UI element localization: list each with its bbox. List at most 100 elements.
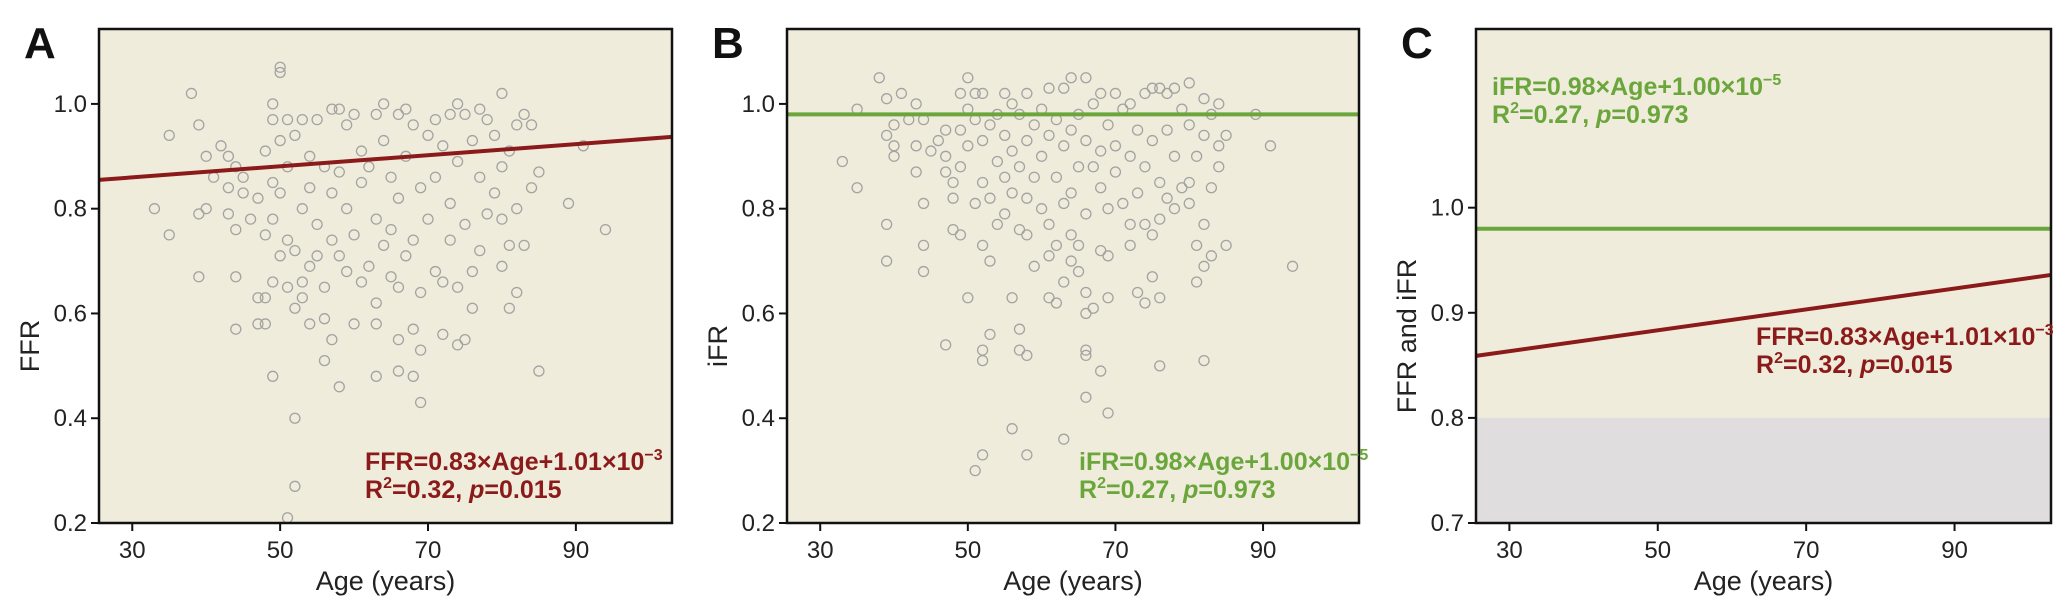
y-tick-label: 0.2 — [54, 510, 87, 537]
data-point — [274, 66, 286, 79]
data-point — [193, 208, 205, 220]
data-point — [1080, 72, 1092, 84]
panel-c: C 30 50 70 90 0.7 0.8 0.9 1.0 Age (years) FFR and … — [1392, 19, 2054, 596]
data-point — [969, 87, 981, 100]
data-point — [991, 155, 1003, 168]
data-point — [1154, 82, 1166, 94]
data-point — [407, 119, 419, 131]
y-tick-label: 0.9 — [1431, 300, 1464, 327]
data-point — [311, 218, 323, 231]
data-point — [511, 286, 523, 299]
data-point — [1220, 239, 1232, 252]
data-point — [562, 197, 575, 210]
annotation-l2-b: =0.27, — [1519, 101, 1596, 129]
data-point — [954, 161, 967, 173]
data-point — [525, 119, 538, 131]
data-point — [976, 134, 989, 147]
data-point — [1146, 271, 1158, 283]
data-point — [304, 260, 316, 272]
data-point — [370, 297, 382, 309]
data-point — [437, 140, 449, 152]
data-point — [1021, 449, 1033, 461]
data-point — [422, 129, 434, 141]
data-point — [230, 161, 242, 173]
data-point — [1124, 150, 1136, 162]
data-point — [947, 176, 959, 189]
data-point — [932, 134, 944, 147]
data-point — [962, 292, 974, 304]
y-axis-label: FFR — [15, 320, 45, 372]
data-point — [984, 255, 996, 267]
data-point — [1183, 176, 1195, 189]
data-point — [1183, 77, 1195, 89]
data-point — [444, 197, 456, 210]
data-point — [333, 250, 345, 262]
data-point — [1043, 129, 1055, 141]
data-point — [252, 292, 264, 304]
data-point — [1043, 250, 1055, 262]
data-point — [969, 464, 981, 477]
data-point — [370, 370, 382, 382]
data-point — [1050, 239, 1063, 252]
data-point — [304, 150, 316, 162]
data-point — [407, 323, 419, 335]
data-point — [326, 187, 338, 199]
data-point — [274, 61, 286, 73]
x-tick-label: 70 — [415, 537, 442, 564]
data-point — [1154, 360, 1166, 372]
data-point — [1146, 82, 1158, 94]
y-tick-label: 1.0 — [1431, 195, 1464, 222]
data-point — [1095, 244, 1107, 257]
data-point — [289, 302, 301, 314]
annotation-equation: iFR=0.98×Age+1.00×10 — [1492, 73, 1763, 101]
data-point — [940, 339, 952, 351]
panel-a: A 30 50 70 90 0.2 0.4 0.6 0.8 1.0 Age (years) FFR FF… — [15, 19, 674, 596]
data-point — [1168, 82, 1181, 94]
data-point — [304, 182, 316, 194]
data-point — [370, 318, 382, 330]
data-point — [1176, 182, 1188, 194]
data-point — [1021, 192, 1033, 204]
data-point — [414, 344, 427, 356]
data-point — [1124, 218, 1136, 231]
data-point — [259, 145, 272, 157]
data-point — [230, 223, 242, 236]
data-point — [215, 140, 227, 152]
annotation-l2-p: p — [1595, 101, 1611, 129]
data-point — [1168, 150, 1181, 162]
data-point — [252, 318, 264, 330]
annotation-equation: iFR=0.98×Age+1.00×10 — [1079, 448, 1350, 476]
y-tick-label: 0.8 — [742, 196, 775, 223]
x-tick-label: 30 — [1496, 537, 1523, 564]
data-point — [163, 229, 175, 241]
data-point — [1058, 433, 1070, 445]
annotation-l2-sup: 2 — [383, 475, 392, 492]
data-point — [341, 265, 353, 278]
annotation-l2-a: R — [1079, 476, 1097, 504]
data-point — [163, 129, 175, 141]
data-point — [1264, 140, 1277, 152]
data-point — [259, 318, 272, 330]
data-point — [1065, 72, 1077, 84]
annotation-l2-c: =0.973 — [1611, 101, 1688, 129]
data-point — [533, 166, 545, 178]
data-point — [1146, 229, 1158, 241]
data-point — [355, 276, 368, 288]
data-point — [976, 87, 989, 100]
annotation-l2-sup: 2 — [1097, 475, 1106, 492]
data-point — [1058, 276, 1070, 288]
data-point — [962, 140, 974, 152]
data-point — [363, 161, 375, 173]
data-point — [370, 108, 382, 121]
data-point — [437, 328, 449, 341]
annotation-l2-a: R — [1492, 101, 1510, 129]
data-point — [451, 98, 464, 110]
data-point — [363, 260, 375, 272]
data-point — [451, 155, 464, 168]
data-point — [1168, 203, 1181, 215]
data-point — [326, 103, 338, 115]
x-tick-label: 30 — [807, 537, 834, 564]
annotation-l2-p: p — [1182, 476, 1198, 504]
data-point — [1021, 87, 1033, 100]
data-point — [1102, 203, 1114, 215]
